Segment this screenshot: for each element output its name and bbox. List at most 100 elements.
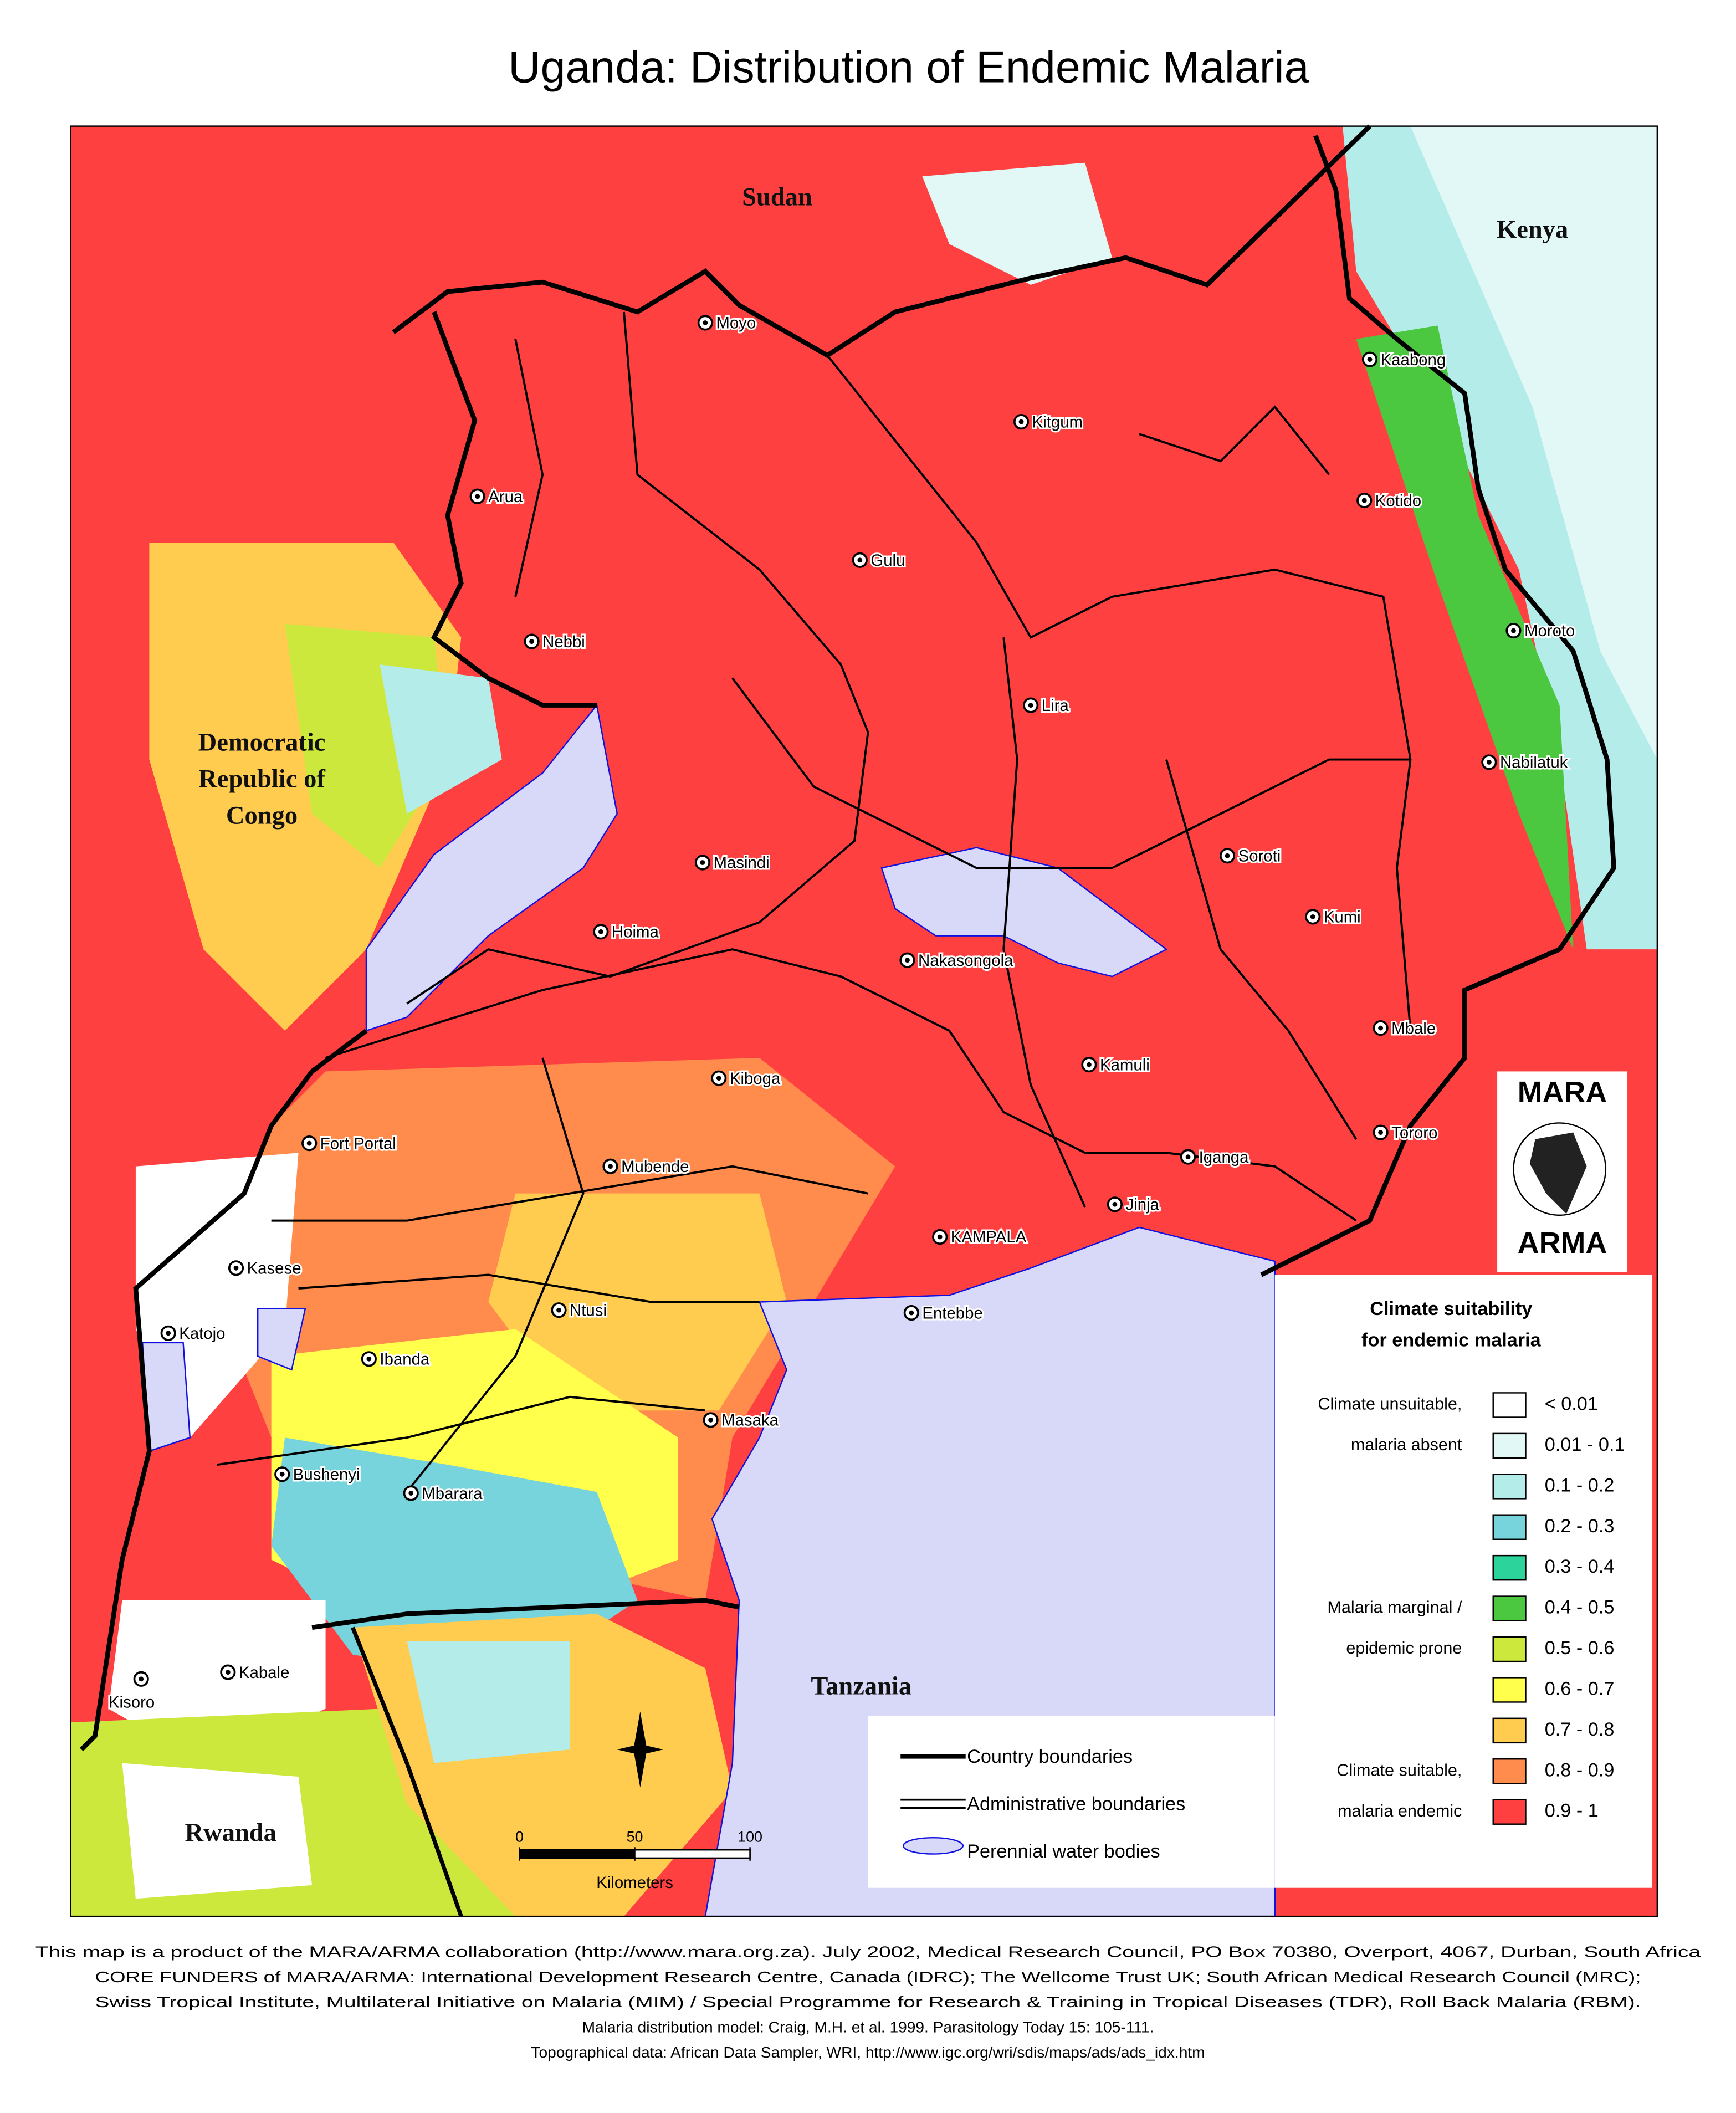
city-marker-dot xyxy=(937,1234,943,1240)
legend-label: 0.7 - 0.8 xyxy=(1545,1719,1615,1740)
legend-swatch xyxy=(1492,1758,1527,1784)
city-label: Ntusi xyxy=(570,1301,607,1319)
legend-swatch xyxy=(1492,1717,1527,1744)
legend-label: 0.01 - 0.1 xyxy=(1545,1434,1625,1455)
lake-kyoga xyxy=(880,847,1168,978)
city-label: Iganga xyxy=(1199,1148,1249,1167)
legend-label: < 0.01 xyxy=(1545,1394,1598,1415)
city-label: Mbarara xyxy=(422,1485,483,1503)
scale-tick-label: 100 xyxy=(738,1828,762,1845)
admin-boundary xyxy=(731,677,1411,869)
city-marker-dot xyxy=(233,1265,239,1271)
city-marker-dot xyxy=(1087,1062,1092,1067)
country-label: Republic of xyxy=(198,765,325,793)
city-label: Masindi xyxy=(714,854,770,872)
footer-line: CORE FUNDERS of MARA/ARMA: International… xyxy=(95,1968,1641,1986)
legend-swatch xyxy=(1492,1677,1527,1703)
scale-bar: Kilometers 0 50 100 xyxy=(515,1828,762,1892)
city-marker-dot xyxy=(408,1491,414,1496)
legend-note: Climate suitable, xyxy=(1336,1761,1462,1779)
admin-boundaries xyxy=(217,311,1412,1493)
warm-zone xyxy=(488,1193,787,1411)
legend-swatch xyxy=(1492,1554,1527,1581)
boundary-legend-box xyxy=(868,1715,1275,1888)
city-label: Bushenyi xyxy=(293,1465,360,1483)
city-label: Tororo xyxy=(1391,1124,1437,1142)
title: Uganda: Distribution of Endemic Malaria xyxy=(508,43,1309,93)
city-marker-dot xyxy=(1185,1154,1191,1160)
country-label: Sudan xyxy=(742,183,812,211)
city-label: Ibanda xyxy=(380,1350,429,1368)
city-marker-dot xyxy=(716,1076,721,1081)
country-boundary xyxy=(392,124,1372,359)
cool-zone xyxy=(922,162,1113,285)
admin-boundary xyxy=(1002,637,1086,1208)
city-label: Katojo xyxy=(179,1324,225,1343)
city-marker-dot xyxy=(598,929,603,934)
footer: This map is a product of the MARA/ARMA c… xyxy=(35,1943,1701,2061)
legend-swatch xyxy=(1492,1514,1527,1540)
city-label: Kasese xyxy=(247,1259,301,1277)
city-label: Kumi xyxy=(1324,908,1361,927)
city-marker-dot xyxy=(1310,914,1315,919)
legend-swatch xyxy=(1492,1392,1527,1418)
country-label: Tanzania xyxy=(811,1672,911,1701)
country-boundary xyxy=(311,1598,740,1630)
city-label: Kitgum xyxy=(1032,413,1083,431)
admin-boundary xyxy=(1139,405,1330,475)
cool-zone xyxy=(407,1641,570,1763)
city-label: Nabilatuk xyxy=(1500,754,1568,772)
admin-boundary xyxy=(406,1057,585,1493)
legend-label: 0.9 - 1 xyxy=(1545,1800,1599,1822)
city-marker-dot xyxy=(1378,1025,1384,1031)
logo-text: ARMA xyxy=(1518,1226,1607,1260)
legend-label: 0.6 - 0.7 xyxy=(1545,1678,1615,1699)
scale-bar-fill xyxy=(519,1850,635,1858)
city-label: Moyo xyxy=(716,314,756,332)
city-label: Masaka xyxy=(721,1411,779,1430)
lake-albert xyxy=(365,703,618,1032)
legend-note: Climate unsuitable, xyxy=(1318,1395,1462,1414)
city-label: Jinja xyxy=(1126,1195,1160,1214)
city-marker-dot xyxy=(700,860,705,865)
admin-boundary xyxy=(325,948,1357,1222)
legend-note: malaria absent xyxy=(1351,1435,1462,1454)
country-label: Kenya xyxy=(1497,216,1568,244)
legend-title: Climate suitability xyxy=(1370,1298,1532,1319)
city-marker-dot xyxy=(1378,1130,1384,1135)
cities: Moyo Kitgum Kaabong Arua Kotido Gulu Moroto Neb… xyxy=(107,313,1577,1713)
legend-label: 0.4 - 0.5 xyxy=(1545,1597,1615,1618)
legend-note: epidemic prone xyxy=(1346,1639,1462,1657)
legend-label: 0.3 - 0.4 xyxy=(1545,1556,1615,1577)
admin-boundary xyxy=(826,354,1412,1031)
city-marker-dot xyxy=(1511,628,1516,633)
city-marker-dot xyxy=(703,320,708,325)
legend: < 0.01 0.01 - 0.1 0.1 - 0.2 0.2 - 0.3 0.3 - … xyxy=(1318,1392,1625,1825)
logo-text: MARA xyxy=(1518,1076,1607,1109)
country-label: Rwanda xyxy=(185,1819,276,1847)
lake-george xyxy=(257,1308,306,1371)
city-label: Kaabong xyxy=(1381,351,1446,369)
city-marker-dot xyxy=(556,1307,561,1313)
city-label: Soroti xyxy=(1238,847,1281,865)
city-marker-dot xyxy=(139,1676,144,1682)
city-label: Moroto xyxy=(1524,622,1575,640)
map-frame xyxy=(70,125,1658,1917)
country-boundary xyxy=(1260,135,1616,1277)
admin-boundary xyxy=(298,1273,760,1303)
admin-boundary xyxy=(406,311,869,1005)
cool-zone xyxy=(380,664,502,814)
city-label: Kotido xyxy=(1375,492,1421,510)
legend-title: for endemic malaria xyxy=(1361,1329,1542,1350)
scale-unit: Kilometers xyxy=(596,1874,673,1892)
admin-boundary xyxy=(514,339,544,597)
city-marker-dot xyxy=(1018,419,1024,424)
city-marker-dot xyxy=(708,1417,714,1423)
city-marker-dot xyxy=(475,494,480,499)
country-boundary xyxy=(79,1029,368,1752)
city-label: Hoima xyxy=(612,923,659,942)
city-label: Gulu xyxy=(870,551,905,570)
city-marker-dot xyxy=(306,1140,312,1146)
city-marker-dot xyxy=(166,1331,171,1336)
legend-swatch xyxy=(1492,1595,1527,1621)
